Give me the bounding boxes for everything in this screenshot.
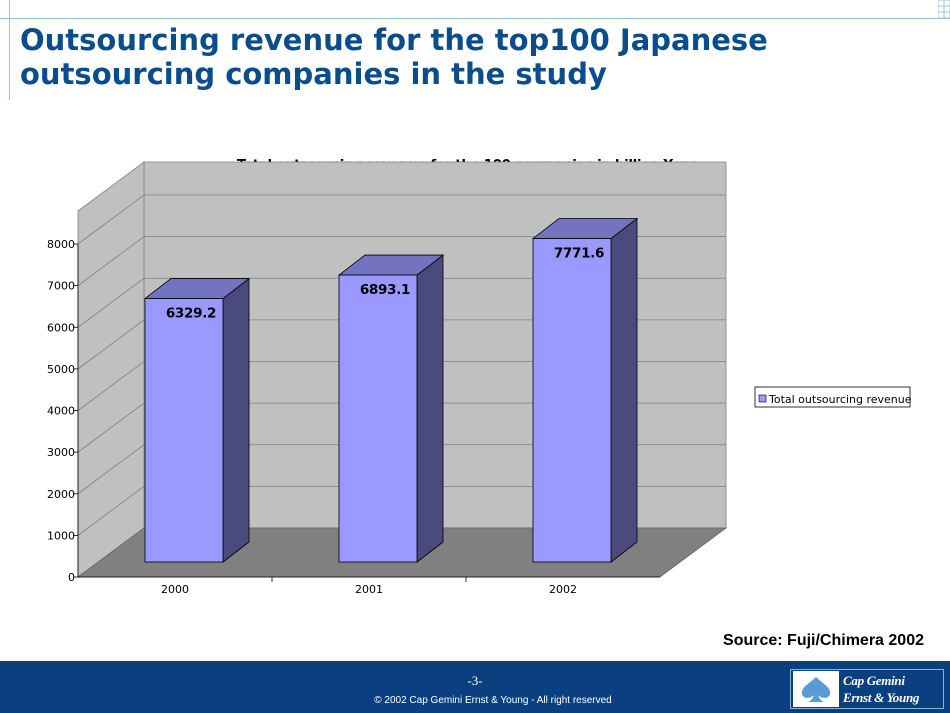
company-logo: Cap Gemini Ernst & Young [790, 669, 944, 709]
logo-line-1: Cap Gemini [843, 673, 905, 688]
y-tick-label: 2000 [47, 488, 75, 501]
y-tick-label: 4000 [47, 405, 75, 418]
legend-entry-label: Total outsourcing revenue [768, 393, 912, 406]
logo-line-2: Ernst & Young [843, 690, 920, 705]
copyright-text: © 2002 Cap Gemini Ernst & Young - All ri… [374, 695, 612, 706]
y-tick-label: 3000 [47, 446, 75, 459]
corner-grid-icon [938, 0, 950, 18]
bar-2002 [532, 238, 612, 563]
bar-side [610, 217, 638, 563]
data-label-2001: 6893.1 [360, 282, 410, 298]
gridline [77, 444, 726, 495]
gridline [77, 194, 726, 245]
page-number: -3- [467, 673, 483, 688]
header-left-rule [9, 0, 10, 100]
header-rule [0, 18, 950, 19]
footer-bar: -3- © 2002 Cap Gemini Ernst & Young - Al… [0, 661, 950, 713]
y-axis-ticks: 0 1000 2000 3000 4000 5000 6000 7000 8000 [47, 238, 660, 584]
legend-box [754, 386, 911, 408]
revenue-chart: Total outsourcing revenue for the 100 co… [47, 157, 912, 596]
bar-side [222, 277, 250, 563]
y-tick-label: 8000 [47, 238, 75, 251]
spade-logo-icon [793, 671, 839, 707]
chart-legend: Total outsourcing revenue [754, 386, 912, 408]
gridline [77, 319, 726, 370]
data-label-2002: 7771.6 [554, 246, 604, 262]
chart-bars: 6329.2 6893.1 7771.6 [143, 217, 639, 563]
gridline [77, 277, 726, 328]
gridline [77, 402, 726, 453]
data-label-2000: 6329.2 [166, 306, 216, 322]
gridline [77, 361, 726, 411]
y-tick-label: 1000 [47, 529, 75, 542]
y-tick-label: 6000 [47, 321, 75, 334]
gridline [77, 236, 726, 286]
bar-2001 [338, 274, 418, 563]
y-tick-label: 7000 [47, 280, 75, 293]
bar-side [416, 254, 444, 563]
x-tick-label-2000: 2000 [161, 583, 189, 596]
source-note: Source: Fuji/Chimera 2002 [723, 632, 924, 649]
bar-2000 [144, 298, 224, 563]
y-tick-label: 0 [68, 571, 75, 584]
y-tick-label: 5000 [47, 363, 75, 376]
legend-swatch [758, 394, 767, 403]
chart-gridlines [77, 194, 726, 536]
side-wall [77, 161, 145, 578]
gridline [77, 485, 726, 536]
x-tick-label-2001: 2001 [355, 583, 383, 596]
slide-title: Outsourcing revenue for the top100 Japan… [20, 23, 768, 91]
x-tick-label-2002: 2002 [549, 583, 577, 596]
logo-text: Cap Gemini Ernst & Young [843, 672, 919, 706]
x-axis-ticks: 2000 2001 2002 [161, 577, 577, 596]
